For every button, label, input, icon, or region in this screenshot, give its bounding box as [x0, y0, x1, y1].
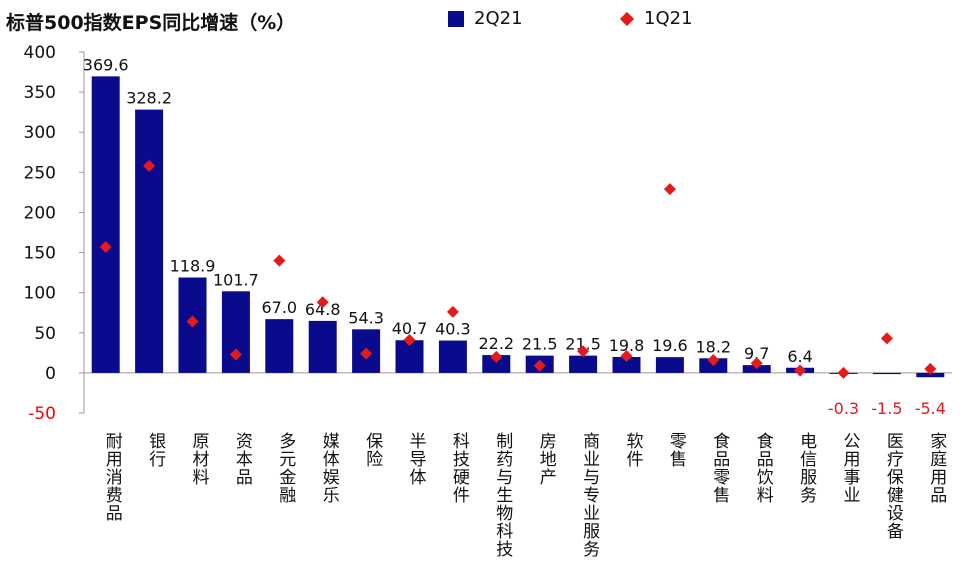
point-1q21	[924, 362, 937, 375]
data-label-2q21: -1.5	[871, 399, 902, 418]
bar-2q21	[91, 76, 120, 373]
data-label-2q21: 22.2	[478, 334, 514, 353]
data-label-2q21: 328.2	[126, 89, 172, 108]
x-tick-label: 媒体娱乐	[319, 432, 340, 504]
point-1q21	[316, 296, 329, 309]
x-tick-label: 电信服务	[796, 432, 817, 504]
legend-swatch-bar	[448, 10, 464, 27]
x-tick-label: 医疗保健设备	[883, 432, 904, 540]
x-tick-label: 家庭用品	[926, 432, 947, 504]
bar-2q21	[655, 357, 684, 373]
point-1q21	[143, 159, 156, 172]
x-tick-label: 半导体	[406, 432, 427, 486]
y-tick-label: 50	[34, 324, 56, 344]
bar-2q21	[221, 291, 250, 373]
legend-label-1q21: 1Q21	[644, 8, 693, 29]
data-label-2q21: 67.0	[261, 298, 297, 317]
data-label-2q21: -0.3	[828, 399, 859, 418]
y-tick-label: 150	[24, 244, 56, 264]
x-tick-label: 商业与专业服务	[579, 432, 600, 558]
bar-2q21	[265, 319, 294, 373]
bar-2q21	[308, 320, 337, 373]
y-tick-label: 250	[24, 163, 56, 183]
x-tick-label: 房地产	[536, 432, 557, 486]
data-label-2q21: 21.5	[522, 335, 558, 354]
x-tick-label: 多元金融	[275, 432, 296, 504]
x-tick-label: 软件	[623, 432, 644, 468]
data-label-2q21: 21.5	[565, 335, 601, 354]
data-label-2q21: 40.7	[392, 319, 428, 338]
data-label-2q21: 19.6	[652, 336, 688, 355]
legend-label-2q21: 2Q21	[474, 8, 523, 29]
point-1q21	[794, 364, 807, 377]
data-label-2q21: 18.2	[695, 337, 731, 356]
x-tick-label: 食品零售	[709, 432, 730, 504]
bar-2q21	[872, 372, 901, 375]
bar-2q21	[569, 355, 598, 373]
data-label-2q21: -5.4	[915, 399, 946, 418]
x-tick-label: 食品饮料	[753, 432, 774, 504]
data-label-2q21: 101.7	[213, 270, 259, 289]
data-label-2q21: 54.3	[348, 308, 384, 327]
point-1q21	[707, 354, 720, 367]
point-1q21	[360, 347, 373, 360]
bar-2q21	[135, 109, 164, 373]
data-label-2q21: 19.8	[609, 336, 645, 355]
point-1q21	[620, 350, 633, 363]
data-label-2q21: 6.4	[787, 347, 812, 366]
legend-item-2q21: 2Q21	[448, 8, 523, 29]
x-tick-label: 资本品	[232, 432, 253, 486]
x-tick-label: 原材料	[189, 432, 210, 486]
point-1q21	[577, 345, 590, 358]
data-label-2q21: 64.8	[305, 300, 341, 319]
point-1q21	[99, 240, 112, 253]
point-1q21	[186, 315, 199, 328]
bar-2q21	[612, 357, 641, 373]
x-tick-label: 公用事业	[840, 432, 861, 504]
y-tick-label: 0	[45, 364, 56, 384]
x-tick-label: 科技硬件	[449, 432, 470, 504]
x-tick-label: 银行	[145, 432, 166, 468]
point-1q21	[880, 332, 893, 345]
bar-2q21	[438, 340, 467, 373]
data-label-2q21: 40.3	[435, 320, 471, 339]
x-tick-label: 耐用消费品	[102, 432, 123, 522]
x-tick-label: 制药与生物科技	[492, 432, 513, 558]
point-1q21	[229, 348, 242, 361]
point-1q21	[533, 359, 546, 372]
data-label-2q21: 118.9	[170, 257, 216, 276]
y-tick-label: 400	[24, 43, 56, 63]
y-tick-label: -50	[28, 404, 56, 424]
y-tick-label: 100	[24, 284, 56, 304]
point-1q21	[490, 350, 503, 363]
point-1q21	[750, 357, 763, 370]
point-1q21	[403, 333, 416, 346]
y-tick-label: 350	[24, 83, 56, 103]
data-label-2q21: 369.6	[83, 55, 129, 74]
bar-2q21	[482, 355, 511, 373]
point-1q21	[446, 305, 459, 318]
y-tick-label: 300	[24, 123, 56, 143]
point-1q21	[273, 254, 286, 267]
y-tick-label: 200	[24, 203, 56, 223]
x-tick-label: 零售	[666, 432, 687, 468]
chart-title: 标普500指数EPS同比增速（%）	[6, 12, 296, 34]
data-label-2q21: 9.7	[744, 344, 769, 363]
legend-item-1q21: 1Q21	[619, 8, 693, 29]
x-tick-label: 保险	[362, 432, 383, 468]
bar-2q21	[916, 372, 945, 378]
point-1q21	[837, 366, 850, 379]
point-1q21	[663, 183, 676, 196]
